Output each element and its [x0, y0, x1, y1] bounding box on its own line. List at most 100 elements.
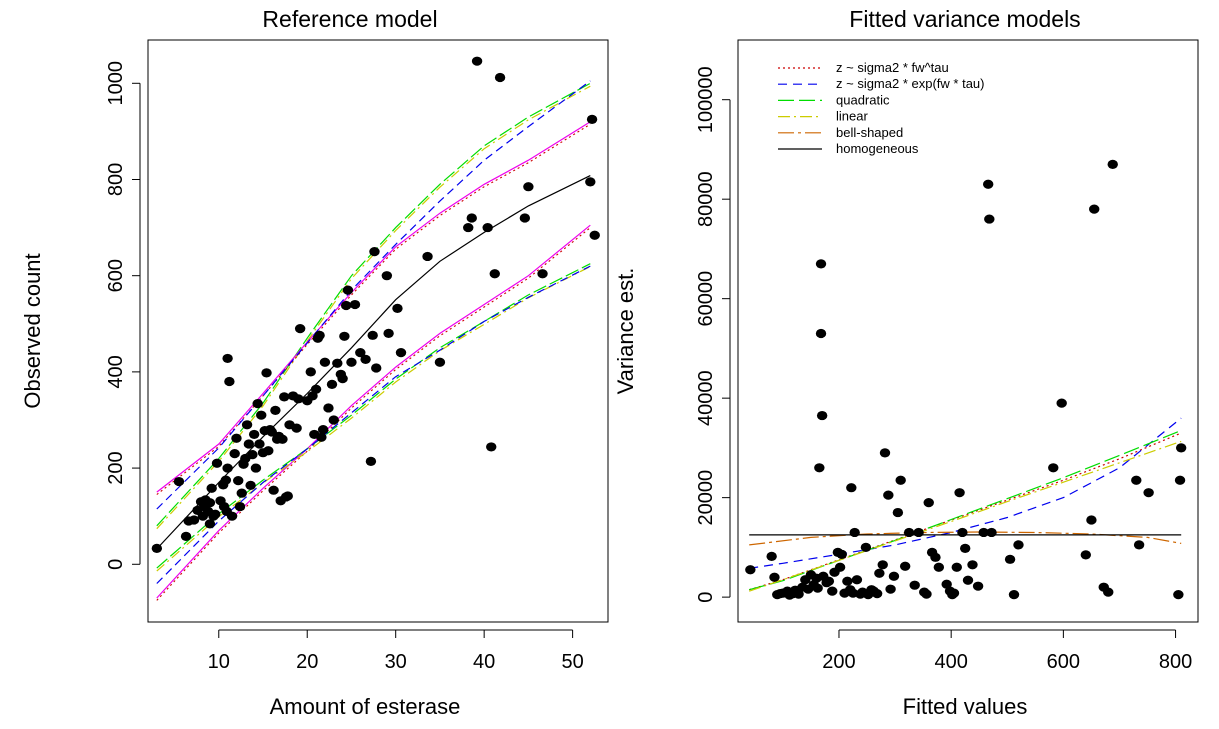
right-point: [913, 527, 924, 538]
right-x-axis: 200 400 600 800: [822, 629, 1192, 673]
right-point: [842, 576, 853, 586]
right-point: [909, 580, 920, 590]
right-y-tick-label: 20000: [695, 470, 717, 526]
left-point: [466, 213, 477, 223]
left-point: [349, 299, 361, 310]
left-point: [395, 348, 407, 358]
left-point: [326, 379, 338, 389]
right-point: [823, 576, 835, 586]
legend-item: bell-shaped: [778, 125, 903, 140]
legend-item: homogeneous: [778, 141, 919, 156]
left-y-tick-label: 1000: [105, 61, 127, 106]
left-line-upper_blue: [156, 80, 591, 510]
right-point: [972, 581, 984, 591]
left-point: [231, 433, 242, 443]
right-point: [885, 584, 896, 594]
panel-right: Fitted variance models 200 400 600 800 0 200…: [613, 6, 1199, 719]
left-point: [226, 511, 238, 521]
right-point: [962, 575, 974, 585]
left-y-label: Observed count: [20, 253, 45, 408]
left-point: [247, 450, 258, 460]
right-y-tick-label: 40000: [695, 370, 717, 426]
right-point: [959, 543, 971, 553]
left-y-tick-label: 400: [105, 355, 127, 388]
left-point: [222, 463, 233, 473]
left-point: [256, 410, 267, 420]
left-point: [220, 475, 232, 485]
left-point: [319, 357, 331, 367]
left-point: [224, 376, 235, 387]
right-y-axis: 0 20000 40000 60000 80000 100000: [695, 66, 731, 603]
right-series-lines: [749, 417, 1182, 592]
right-point: [860, 542, 872, 552]
left-point: [316, 432, 327, 442]
left-point: [339, 331, 350, 341]
right-y-tick-label: 100000: [695, 66, 717, 133]
left-line-upper_green-linear: [156, 85, 591, 530]
left-point: [248, 429, 260, 440]
right-point: [986, 527, 997, 538]
right-y-label: Variance est.: [613, 268, 638, 395]
left-point: [589, 230, 600, 240]
right-point: [948, 588, 960, 598]
right-x-label: Fitted values: [903, 694, 1028, 719]
left-point: [369, 247, 380, 257]
left-point: [206, 483, 217, 493]
right-point: [766, 551, 777, 561]
left-point: [367, 330, 378, 340]
left-point: [463, 222, 474, 233]
right-point: [1089, 204, 1100, 214]
right-point: [871, 589, 883, 599]
legend-label: z ~ sigma2 * fw^tau: [836, 60, 949, 75]
left-point: [151, 543, 163, 554]
left-point: [314, 330, 325, 340]
left-point: [211, 458, 223, 468]
left-point: [537, 269, 548, 279]
left-point: [486, 442, 497, 452]
right-point: [815, 259, 827, 269]
left-x-axis: 10 20 30 40 50: [208, 629, 584, 673]
left-point: [340, 300, 352, 311]
left-line-homogeneous: [156, 175, 591, 550]
left-point: [233, 475, 244, 486]
left-point: [494, 72, 506, 83]
right-point: [967, 560, 978, 570]
right-point: [933, 562, 945, 572]
left-point: [422, 251, 433, 262]
legend-item: z ~ sigma2 * exp(fw * tau): [778, 76, 984, 91]
left-point: [293, 394, 304, 404]
right-point: [903, 527, 915, 538]
left-y-axis: 0 200 400 600 800 1000: [105, 61, 141, 570]
right-point: [1080, 550, 1092, 560]
left-point: [310, 384, 322, 394]
left-point: [434, 357, 446, 367]
right-y-tick-label: 80000: [695, 171, 717, 227]
right-point: [745, 565, 756, 575]
left-point: [291, 423, 302, 433]
right-point: [899, 561, 911, 571]
right-point: [941, 579, 952, 589]
left-point: [519, 213, 531, 223]
left-x-tick-label: 10: [208, 651, 230, 673]
left-point: [188, 515, 200, 525]
right-point: [769, 572, 780, 582]
left-point: [381, 271, 393, 281]
right-point: [793, 589, 804, 599]
right-points: [745, 159, 1187, 600]
left-x-label: Amount of esterase: [270, 694, 461, 719]
left-point: [243, 439, 255, 449]
right-point: [1133, 540, 1145, 550]
legend-label: homogeneous: [836, 141, 919, 156]
left-point: [482, 222, 493, 233]
left-line-lower_magenta: [156, 224, 591, 599]
left-point: [204, 519, 216, 529]
left-point: [268, 485, 279, 495]
right-title: Fitted variance models: [849, 6, 1080, 32]
right-line-exponential: [749, 417, 1182, 569]
right-x-tick-label: 400: [934, 651, 967, 673]
legend-label: quadratic: [836, 92, 890, 107]
left-point: [355, 348, 366, 358]
